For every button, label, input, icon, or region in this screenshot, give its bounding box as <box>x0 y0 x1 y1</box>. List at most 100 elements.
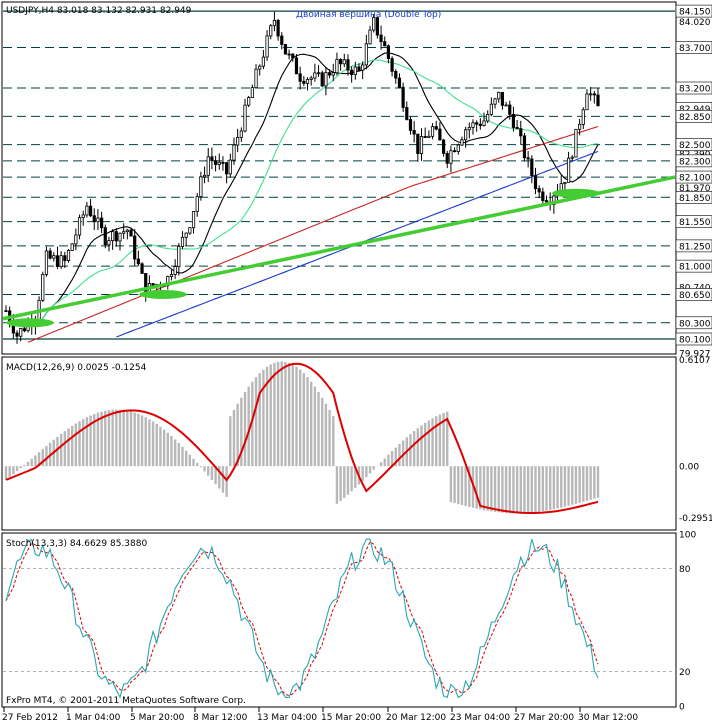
candle-body <box>294 57 299 75</box>
candle-body <box>493 98 497 105</box>
candle-body <box>265 35 269 58</box>
support-trendline <box>2 175 676 321</box>
time-tick-label: 15 Mar 20:00 <box>321 713 381 723</box>
candle-body <box>213 160 218 165</box>
price-tick-label: 81.250 <box>679 242 711 252</box>
candle-body <box>52 255 56 259</box>
candle-body <box>210 156 214 162</box>
candle-body <box>59 255 63 267</box>
candle-body <box>243 104 247 132</box>
candle-body <box>313 72 317 79</box>
candle-body <box>118 232 122 242</box>
candle-body <box>526 157 530 160</box>
price-label-box <box>675 288 712 301</box>
candle-body <box>184 232 188 238</box>
candle-body <box>390 58 394 72</box>
candle-body <box>261 56 265 67</box>
price-tick-label: 80.300 <box>679 319 711 329</box>
candle-body <box>129 229 133 237</box>
candle-body <box>353 66 357 76</box>
candle-body <box>228 159 232 175</box>
candle-body <box>324 72 328 87</box>
candle-body <box>63 255 67 261</box>
candle-body <box>283 44 288 55</box>
time-tick-label: 23 Mar 04:00 <box>450 713 510 723</box>
candle-body <box>15 332 19 337</box>
candle-body <box>81 214 85 219</box>
price-label-box <box>675 81 712 95</box>
price-tick-label: 79.927 <box>679 350 711 360</box>
macd-tick-label: -0.2951 <box>679 514 712 524</box>
candle-body <box>125 229 129 233</box>
candle-body <box>309 77 313 80</box>
candle-body <box>335 59 339 74</box>
time-tick-label: 20 Mar 12:00 <box>386 713 446 723</box>
candle-body <box>250 87 254 98</box>
ma-mid-line <box>35 59 599 326</box>
candle-body <box>258 65 262 70</box>
candle-body <box>140 263 144 274</box>
candle-body <box>225 162 229 175</box>
price-label-box <box>675 215 712 228</box>
candle-body <box>96 217 100 223</box>
candle-body <box>66 250 71 261</box>
ma-slow-line <box>27 125 599 343</box>
price-tick-label: 82.100 <box>679 174 711 184</box>
candle-body <box>449 150 453 164</box>
candle-body <box>342 59 346 65</box>
candle-body <box>522 135 527 159</box>
candle-body <box>452 150 457 153</box>
candle-body <box>74 234 78 245</box>
candle-body <box>401 86 405 108</box>
candle-body <box>464 129 468 141</box>
time-tick-label: 1 Mar 04:00 <box>66 713 121 723</box>
candle-body <box>585 93 589 111</box>
price-label-box <box>675 41 712 54</box>
symbol-info: USDJPY,H4 83.018 83.132 82.931 82.949 <box>6 6 192 16</box>
candle-body <box>383 41 387 47</box>
candle-body <box>566 157 571 183</box>
candle-body <box>136 258 140 265</box>
stoch-tick-label: 80 <box>679 565 691 575</box>
candle-body <box>364 43 368 66</box>
price-label-box <box>675 138 712 151</box>
price-label-box <box>675 259 712 273</box>
candle-body <box>177 246 181 267</box>
candle-body <box>375 17 379 36</box>
candle-body <box>327 72 332 76</box>
candle-body <box>122 231 126 234</box>
price-label-box <box>675 154 712 168</box>
candle-body <box>478 123 482 126</box>
price-tick-label: 82.500 <box>679 141 711 151</box>
price-label-box <box>675 4 712 18</box>
candle-body <box>541 191 545 201</box>
candle-body <box>482 120 486 126</box>
price-tick-label: 83.200 <box>679 85 711 95</box>
candle-body <box>563 182 567 185</box>
candle-body <box>22 328 26 332</box>
price-tick-label: 82.850 <box>679 113 711 123</box>
candle-body <box>320 72 324 87</box>
price-tick-label: 81.850 <box>679 194 711 204</box>
candle-body <box>19 328 23 337</box>
candle-body <box>386 45 391 59</box>
candle-body <box>199 176 203 197</box>
price-label-box <box>675 170 712 184</box>
support-highlight <box>552 188 600 198</box>
candle-body <box>217 161 221 165</box>
trendline-group[interactable] <box>2 175 676 328</box>
ma-fast-line <box>20 52 599 328</box>
double-top-annotation: Двойная вершина (Double Top) <box>296 10 441 20</box>
candle-body <box>438 128 442 141</box>
stoch-tick-label: 20 <box>679 668 691 678</box>
candle-body <box>500 91 504 106</box>
macd-signal-line <box>5 362 599 514</box>
stoch-indicator: 100 80 20 0 <box>3 531 696 713</box>
candle-body <box>372 17 376 31</box>
candle-body <box>173 266 177 275</box>
time-tick-label: 8 Mar 12:00 <box>193 713 248 723</box>
candle-body <box>408 119 413 131</box>
price-tick-label: 82.300 <box>679 157 711 167</box>
candle-body <box>44 250 49 275</box>
